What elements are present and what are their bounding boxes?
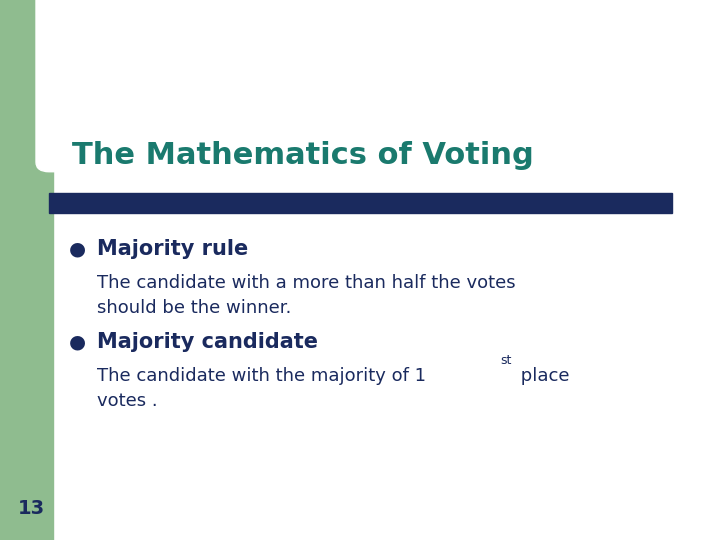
Text: ●: ●	[68, 239, 86, 258]
Text: should be the winner.: should be the winner.	[97, 299, 292, 316]
Text: place: place	[515, 367, 570, 385]
Bar	[49, 193, 672, 213]
Text: votes .: votes .	[97, 392, 158, 410]
Text: Majority candidate: Majority candidate	[97, 332, 318, 352]
Text: 13: 13	[18, 500, 45, 518]
Bar	[0, 0, 252, 140]
Text: The Mathematics of Voting: The Mathematics of Voting	[72, 141, 534, 170]
FancyBboxPatch shape	[36, 0, 278, 172]
Text: The candidate with a more than half the votes: The candidate with a more than half the …	[97, 274, 516, 292]
Bar	[0, 0, 53, 540]
Text: The candidate with the majority of 1: The candidate with the majority of 1	[97, 367, 426, 385]
Text: Majority rule: Majority rule	[97, 239, 248, 259]
Text: st: st	[500, 354, 512, 367]
Text: ●: ●	[68, 332, 86, 351]
